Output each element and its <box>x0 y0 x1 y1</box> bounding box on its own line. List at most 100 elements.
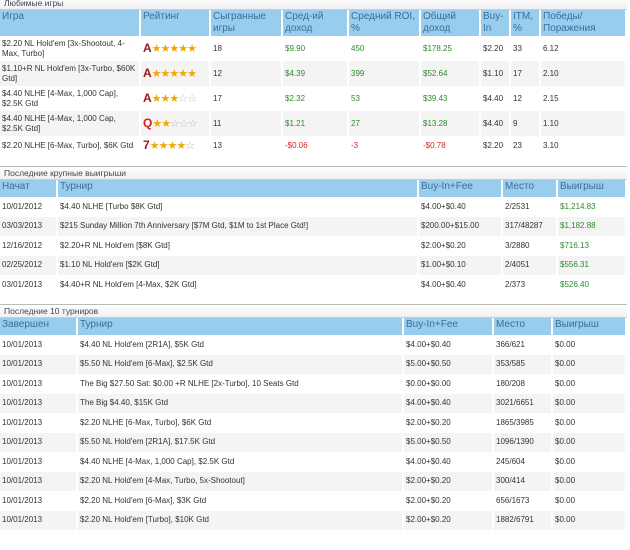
tournament-name: $4.40 NLHE [Turbo $8K Gtd] <box>57 197 419 217</box>
end-date: 10/01/2013 <box>0 452 78 472</box>
table-row[interactable]: $4.40 NLHE [4-Max, 1,000 Cap], $2.5K Gtd… <box>0 86 627 111</box>
winnings: $526.40 <box>557 275 627 295</box>
place: 2/373 <box>502 275 558 295</box>
start-date: 02/25/2012 <box>0 255 58 275</box>
star-filled-icon: ★ <box>176 140 186 152</box>
games-played: 18 <box>210 36 283 61</box>
star-filled-icon: ★ <box>169 92 179 105</box>
itm-percent: 9 <box>510 111 541 136</box>
wins-losses: 6.12 <box>540 36 627 61</box>
winnings: $0.00 <box>552 432 627 452</box>
games-played: 12 <box>210 61 283 86</box>
star-filled-icon: ★ <box>160 42 171 55</box>
tournament-name: The Big $4.40, $15K Gtd <box>77 393 404 413</box>
avg-roi: 450 <box>348 36 421 61</box>
table-row[interactable]: 10/01/2013 $2.20 NLHE [6-Max, Turbo], $6K… <box>0 413 627 433</box>
end-date: 10/01/2013 <box>0 374 78 394</box>
column-header: Турнир <box>77 318 404 335</box>
star-empty-icon: ☆ <box>185 140 195 152</box>
column-header: Победы/ Поражения <box>540 10 627 36</box>
rating: A★★★★★ <box>140 36 211 61</box>
winnings: $716.13 <box>557 236 627 256</box>
total-profit: -$0.78 <box>420 136 481 156</box>
winnings: $0.00 <box>552 510 627 530</box>
tournament-name: $2.20+R NL Hold'em [$8K Gtd] <box>57 236 419 256</box>
tournament-name: $2.20 NL Hold'em [Turbo], $10K Gtd <box>77 510 404 530</box>
total-profit: $13.28 <box>420 111 481 136</box>
winnings: $556.31 <box>557 255 627 275</box>
end-date: 10/01/2013 <box>0 491 78 511</box>
buy-in-fee: $200.00+$15.00 <box>418 216 503 236</box>
game-name: $2.20 NLHE [6-Max, Turbo], $6K Gtd <box>0 136 141 156</box>
games-played: 11 <box>210 111 283 136</box>
column-header: Рейтинг <box>140 10 211 36</box>
winnings: $0.00 <box>552 413 627 433</box>
end-date: 10/01/2013 <box>0 393 78 413</box>
table-row[interactable]: 03/01/2013 $4.40+R NL Hold'em [4-Max, $2K… <box>0 275 627 295</box>
star-filled-icon: ★ <box>187 67 197 80</box>
big-wins-section: Последние крупные выигрыши Начат Турнир Bu… <box>0 166 627 295</box>
star-filled-icon: ★ <box>160 67 171 80</box>
table-row[interactable]: 03/03/2013 $215 Sunday Million 7th Annive… <box>0 216 627 236</box>
winnings: $0.00 <box>552 471 627 491</box>
place: 245/604 <box>493 452 553 472</box>
rating-letter: A <box>143 65 152 80</box>
table-row[interactable]: 10/01/2012 $4.40 NLHE [Turbo $8K Gtd] $4.0… <box>0 197 627 217</box>
table-row[interactable]: 10/01/2013 The Big $27.50 Sat: $0.00 +R N… <box>0 374 627 394</box>
start-date: 03/03/2013 <box>0 216 58 236</box>
star-empty-icon: ☆ <box>170 117 180 130</box>
table-row[interactable]: 10/01/2013 $4.40 NLHE [4-Max, 1,000 Cap],… <box>0 452 627 472</box>
buy-in-fee: $5.00+$0.50 <box>403 354 494 374</box>
table-row[interactable]: $4.40 NLHE [4-Max, 1,000 Cap, $2.5K Gtd]… <box>0 111 627 136</box>
end-date: 10/01/2013 <box>0 510 78 530</box>
table-row[interactable]: 12/16/2012 $2.20+R NL Hold'em [$8K Gtd] $2… <box>0 236 627 256</box>
rating-letter: 7 <box>143 138 150 152</box>
table-row[interactable]: 10/01/2013 $5.50 NL Hold'em [2R1A], $17.5… <box>0 432 627 452</box>
avg-profit: $9.90 <box>282 36 349 61</box>
buy-in-fee: $5.00+$0.50 <box>403 432 494 452</box>
total-profit: $178.25 <box>420 36 481 61</box>
game-name: $1.10+R NL Hold'em [3x-Turbo, $60K Gtd] <box>0 61 141 86</box>
buy-in-fee: $4.00+$0.40 <box>403 452 494 472</box>
table-row[interactable]: 10/01/2013 $2.20 NL Hold'em [6-Max], $3K … <box>0 491 627 511</box>
star-filled-icon: ★ <box>178 67 188 80</box>
table-row[interactable]: 10/01/2013 $2.20 NL Hold'em [4-Max, Turbo… <box>0 471 627 491</box>
table-row[interactable]: $1.10+R NL Hold'em [3x-Turbo, $60K Gtd] A… <box>0 61 627 86</box>
star-filled-icon: ★ <box>160 92 171 105</box>
star-filled-icon: ★ <box>151 42 162 55</box>
tournament-name: $215 Sunday Million 7th Anniversary [$7M… <box>57 216 419 236</box>
favorite-games-table: Игра Рейтинг Сыгранные игры Сред-ий доход Ср… <box>0 10 627 156</box>
star-filled-icon: ★ <box>169 67 179 80</box>
place: 300/414 <box>493 471 553 491</box>
star-filled-icon: ★ <box>169 42 179 55</box>
place: 656/1673 <box>493 491 553 511</box>
star-filled-icon: ★ <box>158 140 169 152</box>
tournament-name: $4.40+R NL Hold'em [4-Max, $2K Gtd] <box>57 275 419 295</box>
table-row[interactable]: $2.20 NLHE [6-Max, Turbo], $6K Gtd 7★★★★☆… <box>0 136 627 156</box>
avg-profit: -$0.06 <box>282 136 349 156</box>
table-row[interactable]: 02/25/2012 $1.10 NL Hold'em [$2K Gtd] $1.0… <box>0 255 627 275</box>
tournament-name: $4.40 NL Hold'em [2R1A], $5K Gtd <box>77 335 404 355</box>
buy-in: $1.10 <box>480 61 511 86</box>
table-row[interactable]: 10/01/2013 $2.20 NL Hold'em [Turbo], $10K… <box>0 510 627 530</box>
table-row[interactable]: 10/01/2013 $5.50 NL Hold'em [6-Max], $2.5… <box>0 354 627 374</box>
tournament-name: $2.20 NLHE [6-Max, Turbo], $6K Gtd <box>77 413 404 433</box>
tournament-name: $2.20 NL Hold'em [6-Max], $3K Gtd <box>77 491 404 511</box>
place: 3/2880 <box>502 236 558 256</box>
buy-in-fee: $4.00+$0.40 <box>403 393 494 413</box>
star-filled-icon: ★ <box>161 117 171 130</box>
total-profit: $52.64 <box>420 61 481 86</box>
table-row[interactable]: 10/01/2013 $4.40 NL Hold'em [2R1A], $5K G… <box>0 335 627 355</box>
table-row[interactable]: 10/01/2013 The Big $4.40, $15K Gtd $4.00+$… <box>0 393 627 413</box>
column-header: Buy-In+Fee <box>403 318 494 335</box>
itm-percent: 23 <box>510 136 541 156</box>
game-name: $4.40 NLHE [4-Max, 1,000 Cap], $2.5K Gtd <box>0 86 141 111</box>
buy-in-fee: $1.00+$0.10 <box>418 255 503 275</box>
end-date: 10/01/2013 <box>0 413 78 433</box>
avg-profit: $4.39 <box>282 61 349 86</box>
table-row[interactable]: $2.20 NL Hold'em [3x-Shootout, 4-Max, Tu… <box>0 36 627 61</box>
buy-in-fee: $2.00+$0.20 <box>403 510 494 530</box>
start-date: 12/16/2012 <box>0 236 58 256</box>
column-header: Начат <box>0 180 58 197</box>
tournament-name: The Big $27.50 Sat: $0.00 +R NLHE [2x-Tu… <box>77 374 404 394</box>
